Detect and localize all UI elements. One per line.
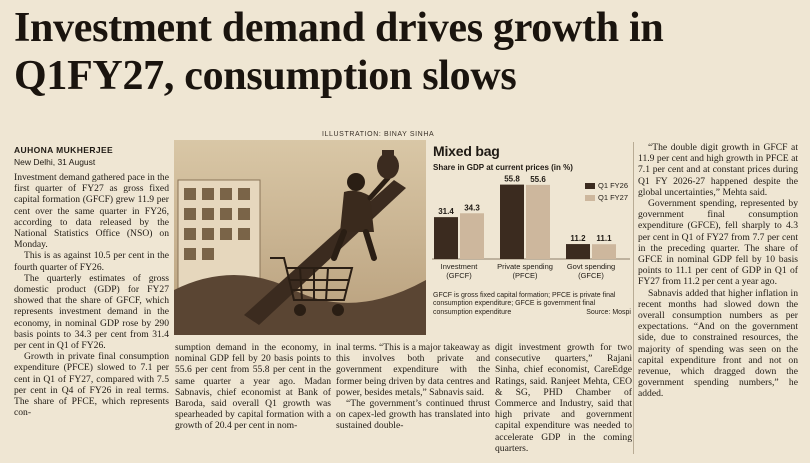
- chart-title: Mixed bag: [433, 143, 500, 159]
- bar: [460, 213, 484, 259]
- chart-note: GFCF is gross fixed capital formation; P…: [433, 292, 631, 317]
- paragraph: digit investment growth for two consecut…: [495, 342, 632, 454]
- column-divider: [633, 142, 634, 454]
- legend-item-q1fy27: Q1 FY27: [585, 193, 628, 202]
- article-column-4: digit investment growth for two consecut…: [495, 342, 632, 454]
- article-column-5: “The double digit growth in GFCF at 11.9…: [638, 142, 798, 400]
- byline: AUHONA MUKHERJEE New Delhi, 31 August: [14, 145, 113, 167]
- paragraph: Sabnavis added that higher inflation in …: [638, 287, 798, 400]
- paragraph: Growth in private final consumption expe…: [14, 351, 169, 419]
- paragraph: The quarterly estimates of gross domesti…: [14, 272, 169, 352]
- bar: [566, 244, 590, 259]
- paragraph: Government spending, represented by gove…: [638, 198, 798, 288]
- bar: [592, 244, 616, 259]
- chart-legend: Q1 FY26 Q1 FY27: [585, 181, 628, 205]
- byline-dateline: New Delhi, 31 August: [14, 157, 96, 167]
- paragraph: sumption demand in the economy, in nomin…: [175, 342, 331, 432]
- chart-plot: 31.4 34.3 Investment(GFCF) 55.8 55.6 Private …: [432, 175, 630, 280]
- bar-value-label: 11.2: [570, 234, 586, 243]
- category-label: (GFCF): [446, 271, 472, 280]
- illustration-credit: ILLUSTRATION: BINAY SINHA: [322, 131, 435, 138]
- paragraph: “The government’s continued thrust on ca…: [336, 398, 490, 432]
- bar-value-label: 55.6: [530, 175, 546, 184]
- bar-value-label: 11.1: [596, 234, 612, 243]
- chart-source: Source: Mospi: [586, 308, 631, 316]
- bar: [500, 184, 524, 259]
- shopping-cart-icon: [270, 257, 354, 316]
- legend-swatch: [585, 182, 595, 189]
- mixed-bag-chart: 31.4 34.3 Investment (GFCF) 55.8 55.6 Private …: [430, 141, 632, 337]
- category-label: Private spending: [497, 262, 553, 271]
- legend-swatch: [585, 194, 595, 201]
- byline-author: AUHONA MUKHERJEE: [14, 145, 114, 155]
- paragraph: inal terms. “This is a major takeaway as…: [336, 342, 490, 398]
- headline: Investment demand drives growth in Q1FY2…: [14, 5, 664, 99]
- money-bag-icon: [377, 150, 399, 179]
- chart-subtitle: Share in GDP at current prices (in %): [433, 163, 573, 172]
- person-figure: [331, 173, 391, 261]
- bar-value-label: 31.4: [438, 207, 454, 216]
- article-column-1: Investment demand gathered pace in the f…: [14, 172, 169, 418]
- category-label: Investment: [441, 262, 479, 271]
- building-shape: [177, 179, 261, 291]
- category-label: (PFCE): [513, 271, 539, 280]
- bar-value-label: 55.8: [504, 175, 520, 184]
- legend-label: Q1 FY26: [598, 181, 629, 190]
- article-illustration: [174, 140, 426, 335]
- paragraph: “The double digit growth in GFCF at 11.9…: [638, 142, 798, 198]
- category-label: Govt spending: [567, 262, 615, 271]
- bar: [434, 217, 458, 259]
- chart-footnote: GFCF is gross fixed capital formation; P…: [433, 292, 616, 316]
- bar: [526, 184, 550, 259]
- legend-item-q1fy26: Q1 FY26: [585, 181, 628, 190]
- category-label: (GFCE): [578, 271, 604, 280]
- legend-label: Q1 FY27: [598, 193, 629, 202]
- article-column-2: sumption demand in the economy, in nomin…: [175, 342, 331, 432]
- paragraph: Investment demand gathered pace in the f…: [14, 172, 169, 251]
- paragraph: This is as against 10.5 per cent in the …: [14, 250, 169, 273]
- bar-value-label: 34.3: [464, 203, 480, 212]
- article-column-3: inal terms. “This is a major takeaway as…: [336, 342, 490, 432]
